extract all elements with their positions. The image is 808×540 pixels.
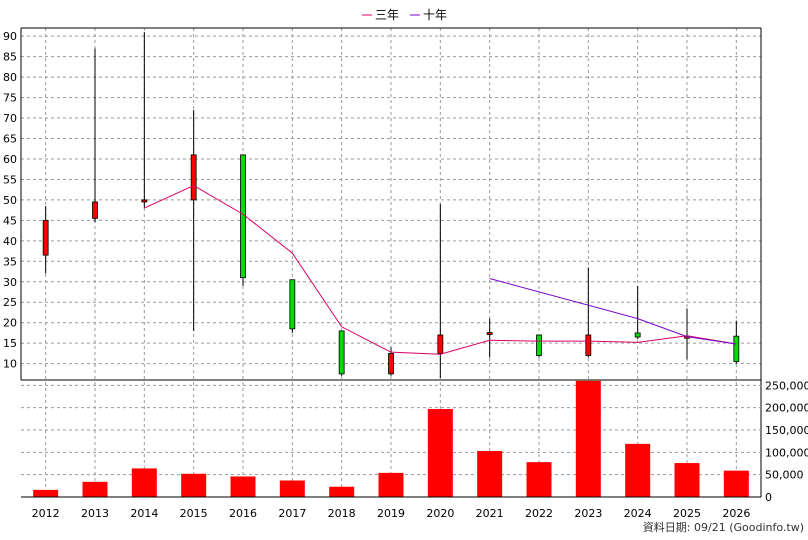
data-date-footer: 資料日期: 09/21 (Goodinfo.tw) (643, 520, 804, 534)
price-tick-label: 75 (3, 92, 17, 105)
price-tick-label: 20 (3, 317, 17, 330)
volume-tick-label: 0 (765, 491, 772, 504)
volume-panel: 0 50,000 100,000 150,000 200,000 250,000 (21, 379, 808, 504)
price-tick-label: 25 (3, 296, 17, 309)
x-tick-label: 2025 (673, 507, 701, 520)
legend-label-2: 十年 (423, 8, 447, 22)
x-tick-label: 2022 (525, 507, 553, 520)
legend: 三年 十年 (362, 8, 447, 22)
volume-bar-2014 (131, 468, 157, 497)
volume-bar-2025 (674, 463, 700, 497)
price-tick-label: 30 (3, 276, 17, 289)
price-tick-label: 35 (3, 255, 17, 268)
candle-body-2021 (486, 332, 493, 335)
x-tick-label: 2014 (130, 507, 158, 520)
volume-bar-2022 (526, 462, 552, 497)
price-tick-label: 70 (3, 112, 17, 125)
volume-tick-label: 150,000 (765, 424, 808, 437)
volume-bar-2013 (82, 481, 108, 497)
legend-label-1: 三年 (375, 8, 399, 22)
volume-tick-label: 50,000 (765, 469, 804, 482)
x-tick-label: 2013 (81, 507, 109, 520)
volume-bar-2017 (279, 480, 305, 497)
candle-body-2022 (536, 334, 542, 356)
volume-bar-2024 (625, 443, 651, 497)
volume-bar-2026 (723, 470, 749, 497)
price-tick-label: 15 (3, 337, 17, 350)
volume-bar-2021 (477, 451, 503, 497)
series-line-1 (144, 185, 737, 355)
candle-body-2012 (42, 219, 49, 256)
price-tick-label: 80 (3, 71, 17, 84)
x-axis: 2012 2013 2014 2015 2016 2017 2018 2019 2020 2021… (32, 507, 751, 520)
price-tick-label: 90 (3, 30, 17, 43)
volume-bar-2016 (230, 476, 256, 497)
price-tick-label: 85 (3, 51, 17, 64)
candle-body-2019 (388, 352, 394, 375)
volume-bar-2015 (181, 473, 207, 497)
volume-tick-label: 100,000 (765, 446, 808, 459)
x-tick-label: 2023 (574, 507, 602, 520)
price-tick-label: 40 (3, 235, 17, 248)
x-tick-label: 2024 (624, 507, 652, 520)
candle-body-2013 (92, 201, 98, 219)
volume-bar-2023 (575, 380, 601, 497)
price-panel: 10 15 20 25 30 35 40 45 50 55 60 65 70 75 80 85 90 (3, 27, 762, 497)
x-tick-label: 2021 (476, 507, 504, 520)
x-tick-label: 2020 (426, 507, 454, 520)
candle-body-2016 (240, 154, 246, 279)
x-tick-label: 2016 (229, 507, 257, 520)
price-tick-label: 55 (3, 173, 17, 186)
x-tick-label: 2012 (32, 507, 60, 520)
volume-tick-label: 200,000 (765, 402, 808, 415)
candle-body-2017 (289, 279, 296, 330)
candle-body-2023 (585, 334, 592, 356)
price-tick-label: 45 (3, 214, 17, 227)
candle-body-2026 (733, 335, 740, 362)
price-tick-label: 60 (3, 153, 17, 166)
volume-bar-2020 (427, 409, 453, 497)
price-tick-label: 65 (3, 133, 17, 146)
volume-tick-label: 250,000 (765, 379, 808, 392)
price-tick-label: 10 (3, 358, 17, 371)
candle-body-2024 (634, 332, 641, 338)
series-line-2 (489, 278, 737, 345)
candle-body-2018 (338, 330, 345, 375)
candle-body-2014 (141, 199, 148, 203)
x-tick-label: 2015 (180, 507, 208, 520)
price-tick-label: 50 (3, 194, 17, 207)
x-tick-label: 2018 (328, 507, 356, 520)
candle-body-2015 (190, 154, 197, 201)
x-tick-label: 2019 (377, 507, 405, 520)
volume-bar-2012 (33, 489, 59, 497)
volume-bar-2018 (329, 486, 355, 497)
x-tick-label: 2017 (278, 507, 306, 520)
candle-body-2020 (437, 334, 444, 354)
x-tick-label: 2026 (722, 507, 750, 520)
volume-bar-2019 (378, 472, 404, 497)
